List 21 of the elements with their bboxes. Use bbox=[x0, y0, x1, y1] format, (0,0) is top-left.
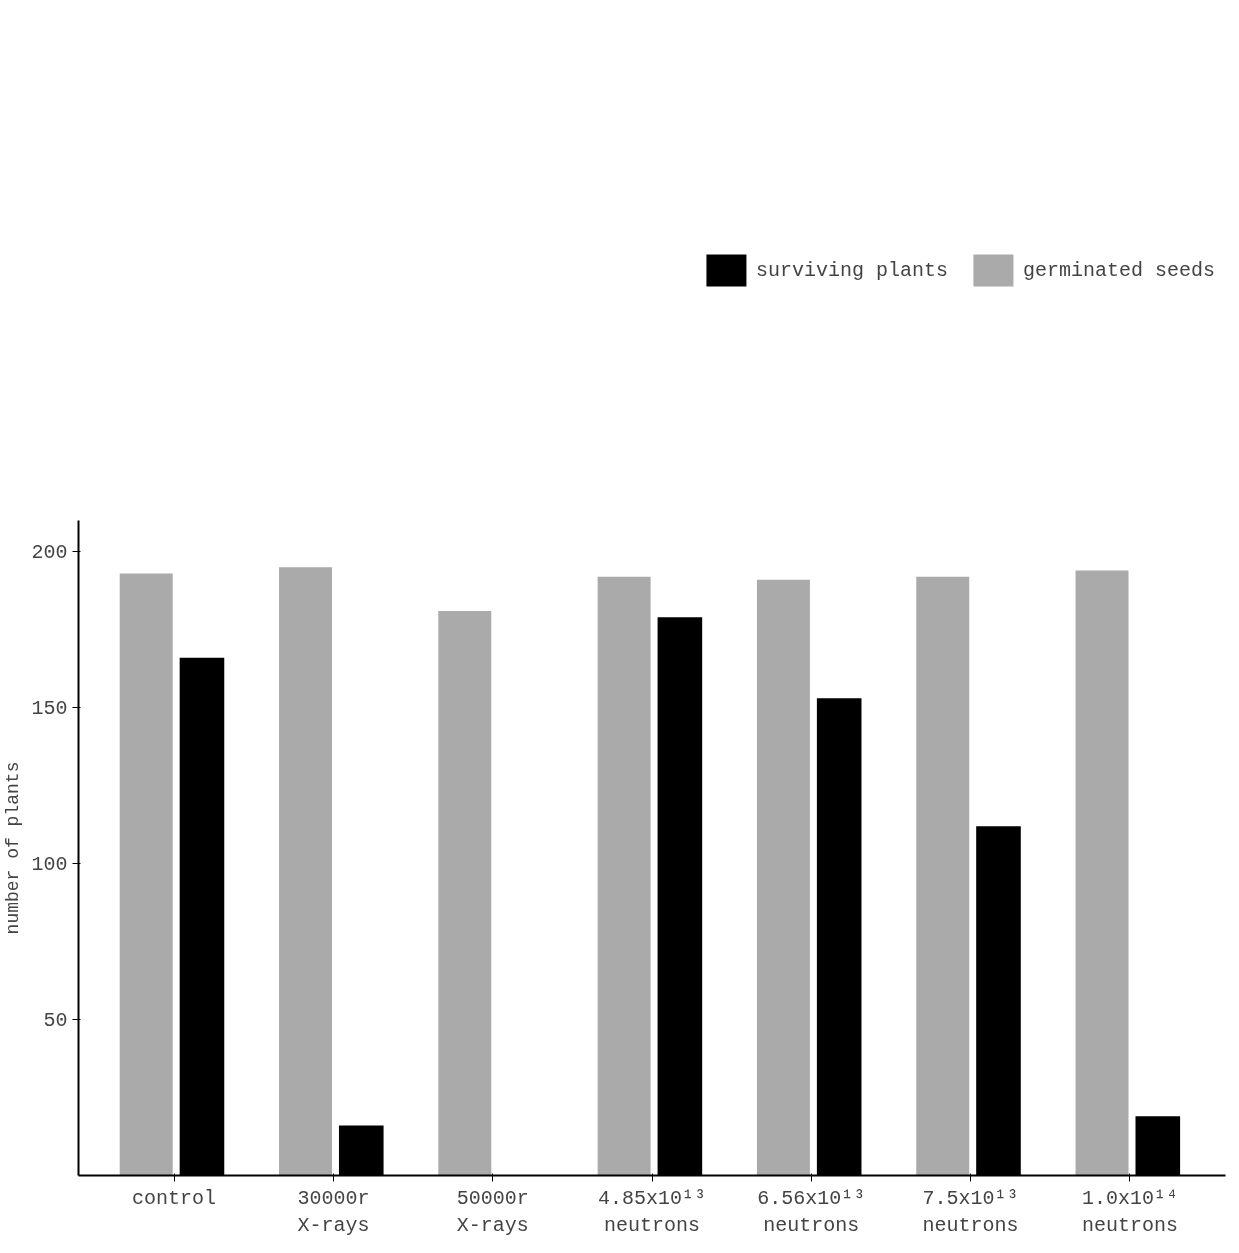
x-tick-label: 6.56x10¹³ neutrons bbox=[757, 1186, 866, 1238]
bar bbox=[916, 576, 970, 1176]
x-tick-label: 1.0x10¹⁴ neutrons bbox=[1081, 1186, 1178, 1238]
legend-label: surviving plants bbox=[755, 258, 948, 282]
x-tick-label: control bbox=[132, 1186, 217, 1210]
bar bbox=[279, 567, 332, 1176]
y-tick-label: 200 bbox=[31, 541, 68, 565]
bar bbox=[119, 573, 173, 1176]
bar bbox=[756, 579, 810, 1176]
bar bbox=[438, 610, 492, 1176]
bar bbox=[1075, 570, 1129, 1176]
x-tick-label: 4.85x10¹³ neutrons bbox=[597, 1186, 707, 1238]
y-tick-label: 100 bbox=[31, 853, 68, 877]
y-axis-title: number of plants bbox=[3, 761, 24, 935]
legend-label: germinated seeds bbox=[1022, 258, 1215, 282]
x-tick-label: 30000r X-rays bbox=[297, 1186, 370, 1238]
y-tick-label: 150 bbox=[31, 697, 68, 721]
y-tick-label: 50 bbox=[43, 1009, 68, 1033]
bar bbox=[597, 576, 651, 1176]
x-tick-label: 7.5x10¹³ neutrons bbox=[922, 1186, 1019, 1238]
x-tick-label: 50000r X-rays bbox=[456, 1186, 529, 1238]
